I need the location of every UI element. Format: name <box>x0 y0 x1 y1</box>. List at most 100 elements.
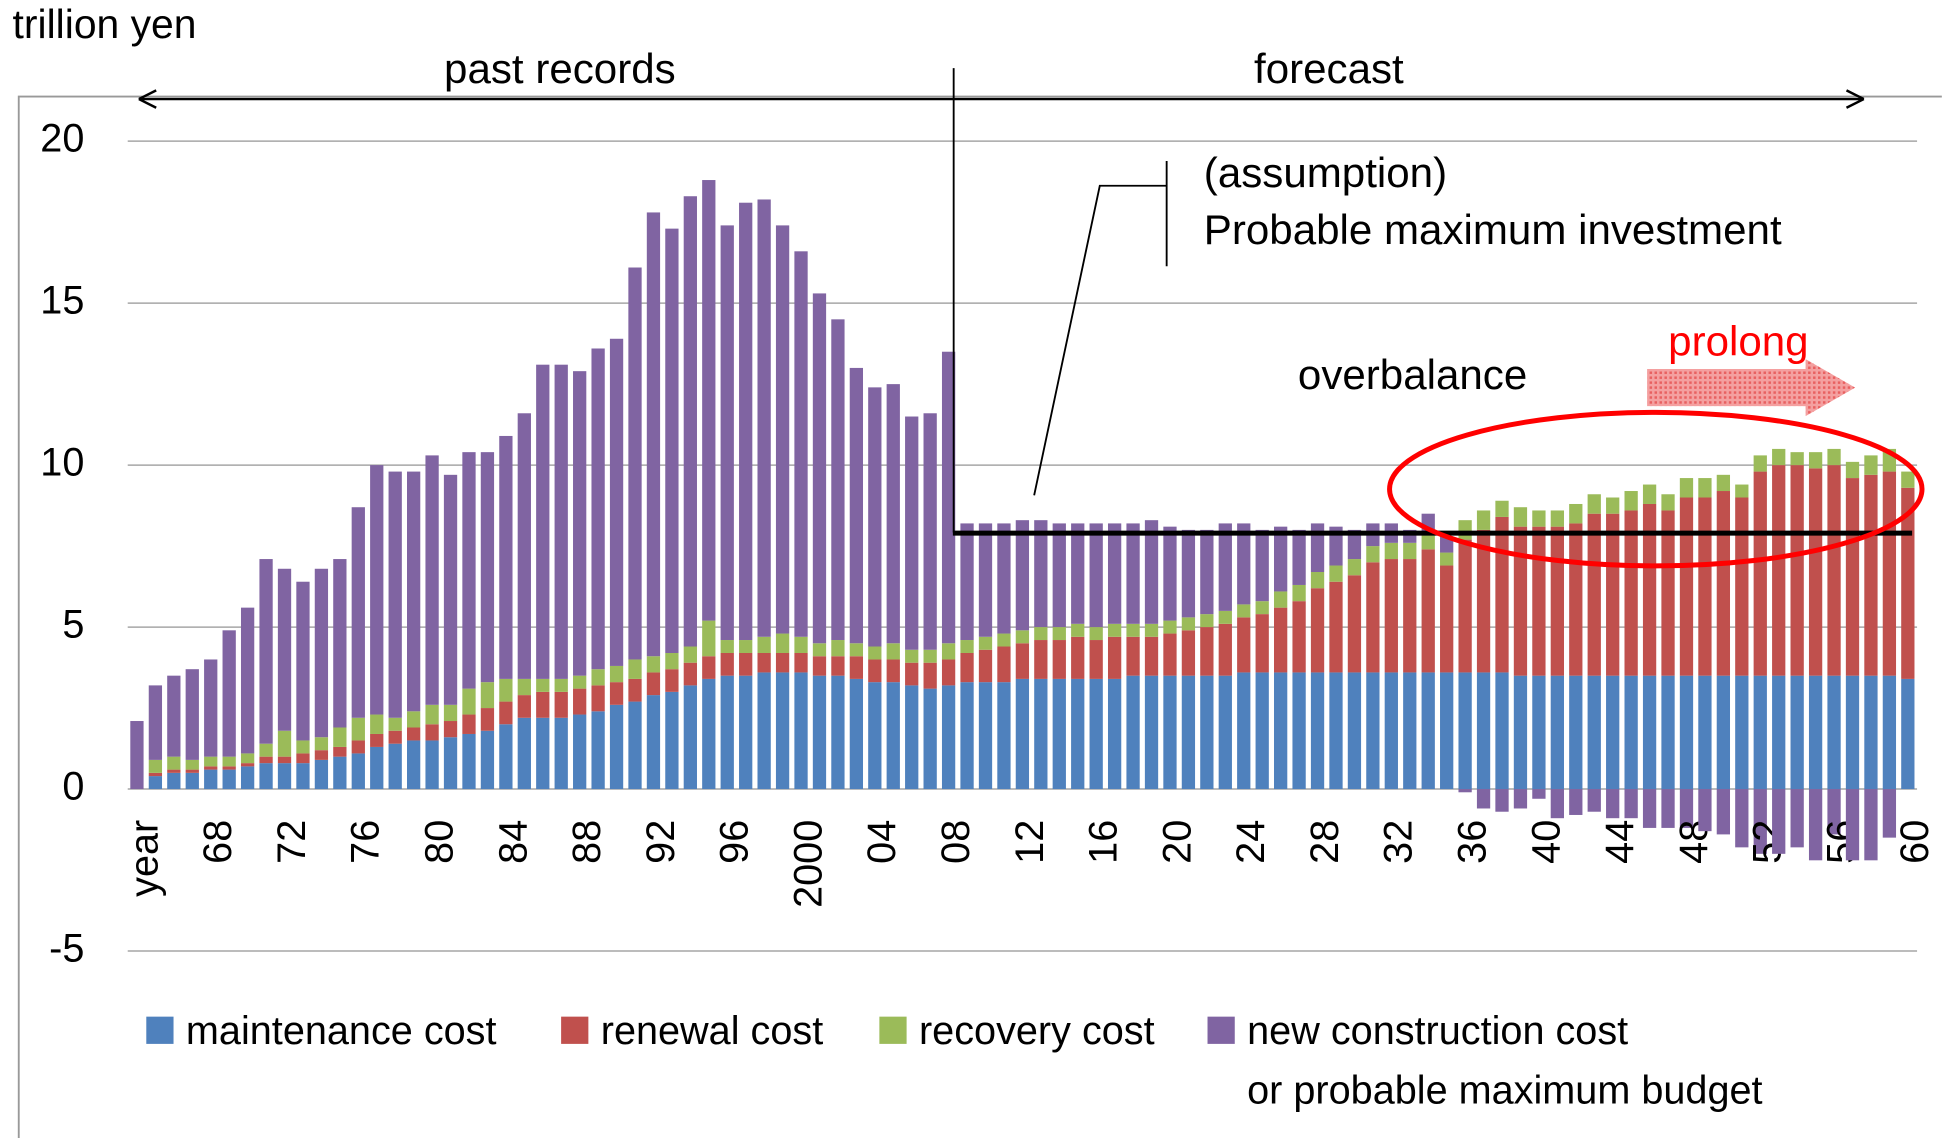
bar-segment <box>997 633 1011 647</box>
bar-segment <box>277 756 292 764</box>
bar-segment <box>573 675 587 689</box>
bar-segment <box>277 763 292 790</box>
bar-segment <box>849 367 864 644</box>
bar-segment <box>296 740 310 754</box>
bar-segment <box>1200 614 1214 628</box>
y-tick-label: 0 <box>62 765 84 809</box>
x-tick-label: 40 <box>1524 820 1568 864</box>
bar-segment <box>1753 471 1767 676</box>
legend-swatch <box>879 1016 907 1044</box>
bar-segment <box>1384 559 1398 673</box>
bar-segment <box>185 759 199 770</box>
bar-segment <box>591 348 605 670</box>
bar-segment <box>240 607 255 754</box>
bar-segment <box>905 662 919 686</box>
bar-segment <box>1901 471 1915 488</box>
bar-segment <box>1606 789 1620 819</box>
bar-segment <box>868 659 882 683</box>
prolong: prolong <box>1668 317 1808 364</box>
bar-segment <box>1901 678 1915 790</box>
bar-segment <box>1790 675 1804 790</box>
bar-segment <box>148 685 163 760</box>
bar-segment <box>628 267 642 660</box>
bar-segment <box>812 675 827 790</box>
bar-segment <box>923 413 937 650</box>
bar-segment <box>1495 516 1509 673</box>
bar-segment <box>1753 455 1767 472</box>
bar-segment <box>351 507 365 718</box>
bar-segment <box>1329 672 1343 790</box>
bar-segment <box>1624 789 1638 819</box>
x-tick-label: 60 <box>1893 820 1937 864</box>
bar-segment <box>960 640 974 653</box>
bar-segment <box>1144 623 1159 637</box>
bar-segment <box>868 646 882 660</box>
legend-swatch <box>561 1016 589 1044</box>
bar-segment <box>1864 474 1878 676</box>
past-label: past records <box>444 45 676 92</box>
bar-segment <box>314 750 329 760</box>
bar-segment <box>609 682 624 705</box>
bar-segment <box>222 766 236 770</box>
x-tick-label: 08 <box>934 820 978 864</box>
bar-segment <box>905 685 919 790</box>
bar-segment <box>480 708 495 731</box>
bar-segment <box>683 646 697 663</box>
bar-segment <box>1071 523 1085 624</box>
x-tick-label: 76 <box>344 820 388 864</box>
bar-segment <box>388 717 402 731</box>
bar-segment <box>573 688 587 715</box>
bar-segment <box>1218 675 1232 790</box>
y-tick-label: 5 <box>62 603 84 647</box>
x-tick-label: 36 <box>1450 820 1494 864</box>
x-tick-label: 80 <box>417 820 461 864</box>
bar-segment <box>1421 549 1435 673</box>
bar-segment <box>148 776 163 790</box>
bar-segment <box>1366 562 1380 673</box>
bar-segment <box>1476 672 1491 790</box>
bar-segment <box>462 733 476 790</box>
bar-segment <box>1642 675 1657 790</box>
frame <box>17 95 1942 1138</box>
bar-segment <box>1790 452 1804 466</box>
bar-segment <box>646 212 661 657</box>
bar-segment <box>1550 675 1564 790</box>
bar-segment <box>1310 572 1325 589</box>
bar-segment <box>1845 461 1860 479</box>
bar-segment <box>757 199 771 637</box>
bar-segment <box>941 659 956 686</box>
legend-item: renewal cost <box>601 1008 823 1053</box>
bar-segment <box>370 714 384 734</box>
bar-segment <box>849 678 864 790</box>
bar-segment <box>1255 529 1269 602</box>
bar-segment <box>296 581 310 741</box>
bar-segment <box>1716 474 1731 492</box>
bar-segment <box>702 180 716 621</box>
y-tick-label: 20 <box>40 117 84 161</box>
bar-segment <box>1052 678 1066 790</box>
bar-segment <box>1403 542 1417 560</box>
bar-segment <box>1772 675 1786 790</box>
bar-segment <box>1532 510 1546 527</box>
bar-segment <box>148 759 163 773</box>
bar-segment <box>628 678 642 702</box>
bar-segment <box>1679 675 1694 790</box>
bar-segment <box>204 756 218 767</box>
y-tick-label: 15 <box>40 279 84 323</box>
bar-segment <box>222 756 236 767</box>
bar-segment <box>1735 484 1749 498</box>
bar-segment <box>1458 672 1472 790</box>
bar-segment <box>480 682 495 709</box>
bar-segment <box>1015 630 1030 644</box>
bar-segment <box>1458 789 1472 793</box>
bar-segment <box>351 753 365 790</box>
bar-segment <box>646 656 661 673</box>
bar-segment <box>1107 623 1122 637</box>
bar-segment <box>1476 510 1491 530</box>
bar-segment <box>167 772 181 790</box>
assumption-text: Probable maximum investment <box>1204 206 1782 253</box>
bar-segment <box>1181 630 1196 676</box>
bar-segment <box>1698 789 1712 832</box>
bar-segment <box>720 640 734 653</box>
bar-segment <box>462 714 476 734</box>
